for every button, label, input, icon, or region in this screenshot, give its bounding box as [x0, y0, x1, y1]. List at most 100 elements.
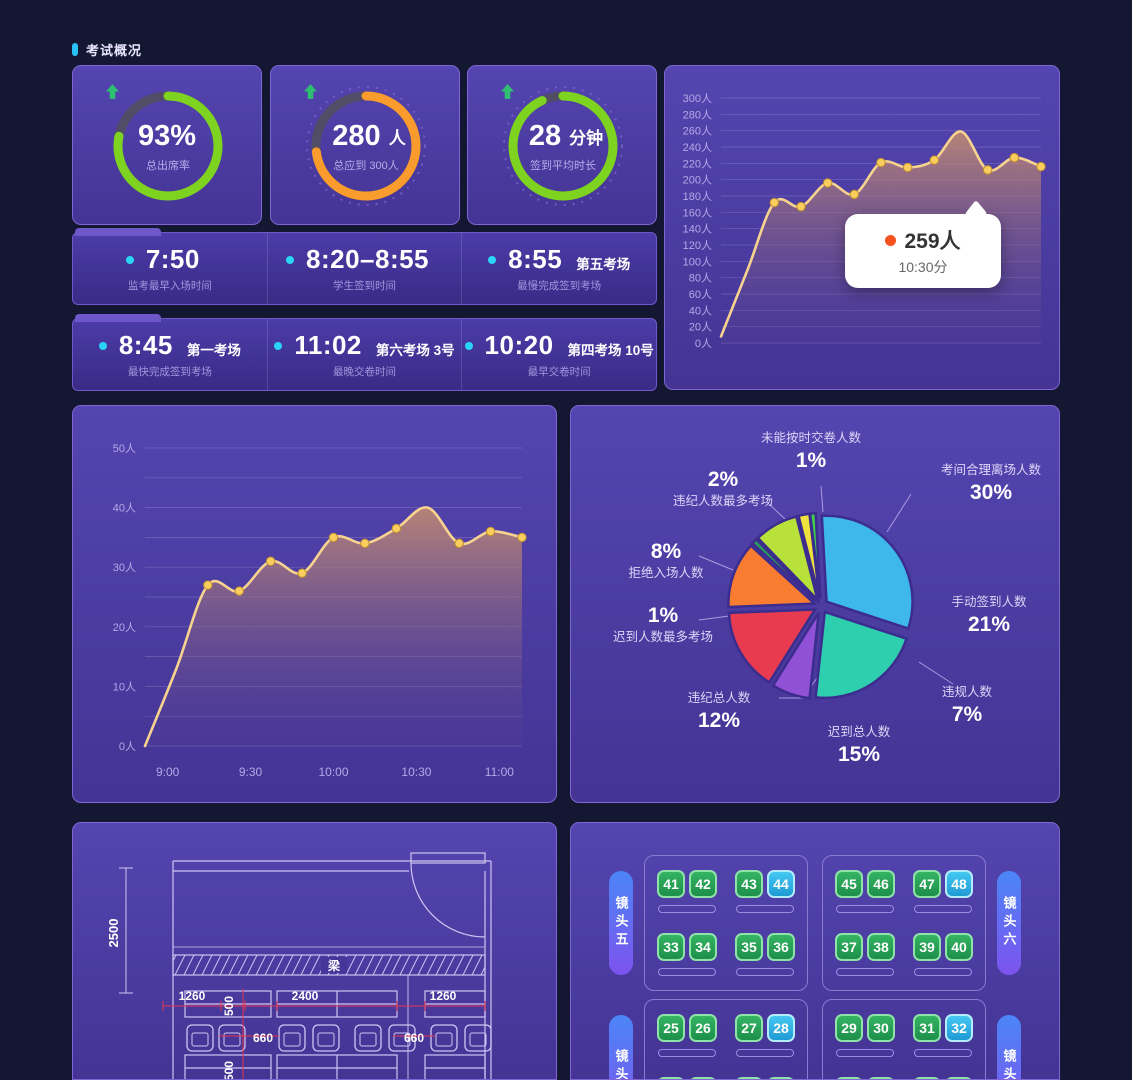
chair: [278, 1024, 306, 1052]
camera-bar-right[interactable]: 镜头: [997, 1015, 1021, 1079]
seat[interactable]: 43: [735, 870, 763, 898]
stat-time: 11:02: [294, 330, 362, 360]
desk-unit: [913, 1077, 973, 1079]
dimension-label: 660: [253, 1031, 273, 1045]
gauge-deco-dashes: [306, 86, 426, 206]
section-header: 考试概况: [72, 40, 142, 59]
seat-pair: [913, 1077, 973, 1079]
camera-bar-left[interactable]: 镜头五: [609, 871, 633, 975]
desk-unit: 43 44: [735, 870, 795, 913]
y-axis-tick-label: 260人: [683, 125, 712, 138]
seat[interactable]: 48: [945, 870, 973, 898]
y-axis-tick-label: 280人: [683, 108, 712, 121]
gauge-label: 总出席率: [146, 159, 190, 172]
exam-stats-pie-card: 未能按时交卷人数 1% 考间合理离场人数 30% 手动签到人数 21% 违规人数 7% 迟到总人…: [570, 405, 1060, 803]
seat[interactable]: 29: [835, 1014, 863, 1042]
data-point-marker: [1036, 161, 1046, 172]
y-axis-tick-label: 10人: [113, 680, 136, 693]
seat[interactable]: 25: [657, 1014, 685, 1042]
dimension-label: 2400: [292, 989, 319, 1003]
desk-unit: 37 38: [835, 933, 895, 976]
bullet-dot-icon: [285, 255, 294, 264]
gauge-value: 93%: [137, 119, 197, 152]
gauge-label: 签到平均时长: [530, 159, 596, 172]
gauge-card-attendance: 93% 总出席率: [72, 65, 262, 225]
bullet-dot-icon: [274, 341, 283, 350]
camera-bar-right[interactable]: 镜头六: [997, 871, 1021, 975]
seat[interactable]: 30: [867, 1014, 895, 1042]
section-title: 考试概况: [86, 43, 143, 58]
data-point-marker: [849, 189, 860, 200]
seat[interactable]: 42: [689, 870, 717, 898]
y-axis-tick-label: 240人: [683, 141, 712, 154]
seat[interactable]: 41: [657, 870, 685, 898]
seat-group: 25 26 27 28: [644, 999, 808, 1079]
beam-label-bg: [321, 957, 347, 973]
gauge-progress-arc: [311, 91, 421, 201]
seat[interactable]: 46: [867, 870, 895, 898]
desk-bar: [914, 968, 972, 976]
seat-pair: 39 40: [913, 933, 973, 961]
seat-section: 镜头五 41 42 43 44 33 34 35 36 45 46 47 48 37 38 39 40 镜头六: [609, 855, 1021, 991]
seat-row: [657, 1077, 795, 1079]
tooltip-value: 259人: [904, 230, 961, 253]
seat[interactable]: 44: [767, 870, 795, 898]
seat[interactable]: 37: [835, 933, 863, 961]
seat[interactable]: 28: [767, 1014, 795, 1042]
dimension-label: 500: [222, 996, 236, 1016]
seat[interactable]: 47: [913, 870, 941, 898]
seat-row: 41 42 43 44: [657, 870, 795, 913]
seat-pair: [835, 1077, 895, 1079]
desk-unit: 27 28: [735, 1014, 795, 1057]
y-axis-tick-label: 220人: [683, 157, 712, 170]
seat[interactable]: 38: [867, 933, 895, 961]
desk-bar: [658, 968, 716, 976]
seat[interactable]: 40: [945, 933, 973, 961]
y-axis-tick-label: 20人: [113, 621, 136, 634]
gauge-ring: [503, 86, 623, 206]
seat[interactable]: 32: [945, 1014, 973, 1042]
seat-row: 45 46 47 48: [835, 870, 973, 913]
stat-time: 8:45: [118, 330, 173, 360]
camera-bar-left[interactable]: 镜头: [609, 1015, 633, 1079]
stat-item: 11:02 第六考场 3号 最晚交卷时间: [266, 319, 462, 390]
seat-pair: 27 28: [735, 1014, 795, 1042]
gauge-deco-dashes: [503, 86, 623, 206]
stat-label: 最慢完成签到考场: [517, 280, 602, 292]
desk-bar: [836, 1049, 894, 1057]
seat[interactable]: 31: [913, 1014, 941, 1042]
seat[interactable]: 39: [913, 933, 941, 961]
chair: [388, 1024, 416, 1052]
y-axis-tick-label: 0人: [695, 337, 712, 350]
dimension-label: 梁: [327, 958, 340, 973]
gauge-unit: 人: [388, 128, 406, 148]
seat-pair: 31 32: [913, 1014, 973, 1042]
gauge-value: 28: [528, 119, 562, 152]
pie-slice: [727, 608, 818, 685]
data-point-marker: [297, 568, 307, 578]
seat-pair: [735, 1077, 795, 1079]
x-axis-tick-label: 11:00: [485, 765, 514, 779]
seat[interactable]: 26: [689, 1014, 717, 1042]
seat[interactable]: 36: [767, 933, 795, 961]
data-point-marker: [982, 165, 993, 175]
seat-pair: 45 46: [835, 870, 895, 898]
data-point-marker: [929, 155, 940, 165]
seat[interactable]: 34: [689, 933, 717, 961]
data-point-marker: [485, 526, 496, 537]
floorplan-drawing: 梁 2500 1260 500 2400 1260 660 660 500: [73, 823, 556, 1079]
stat-place: 第四考场 10号: [567, 342, 654, 358]
x-axis-tick-label: 9:00: [156, 765, 180, 779]
seat[interactable]: 33: [657, 933, 685, 961]
seat[interactable]: 27: [735, 1014, 763, 1042]
floorplan-card: 梁 2500 1260 500 2400 1260 660 660 500: [72, 822, 557, 1080]
dimension-label: 2500: [106, 919, 121, 948]
seat[interactable]: 35: [735, 933, 763, 961]
data-point-marker: [1009, 152, 1020, 163]
seat[interactable]: 45: [835, 870, 863, 898]
gauge-ring: [306, 86, 426, 206]
chair: [186, 1024, 214, 1052]
stat-label: 最早交卷时间: [527, 366, 591, 378]
data-point-marker: [454, 538, 464, 549]
chair: [312, 1024, 340, 1052]
